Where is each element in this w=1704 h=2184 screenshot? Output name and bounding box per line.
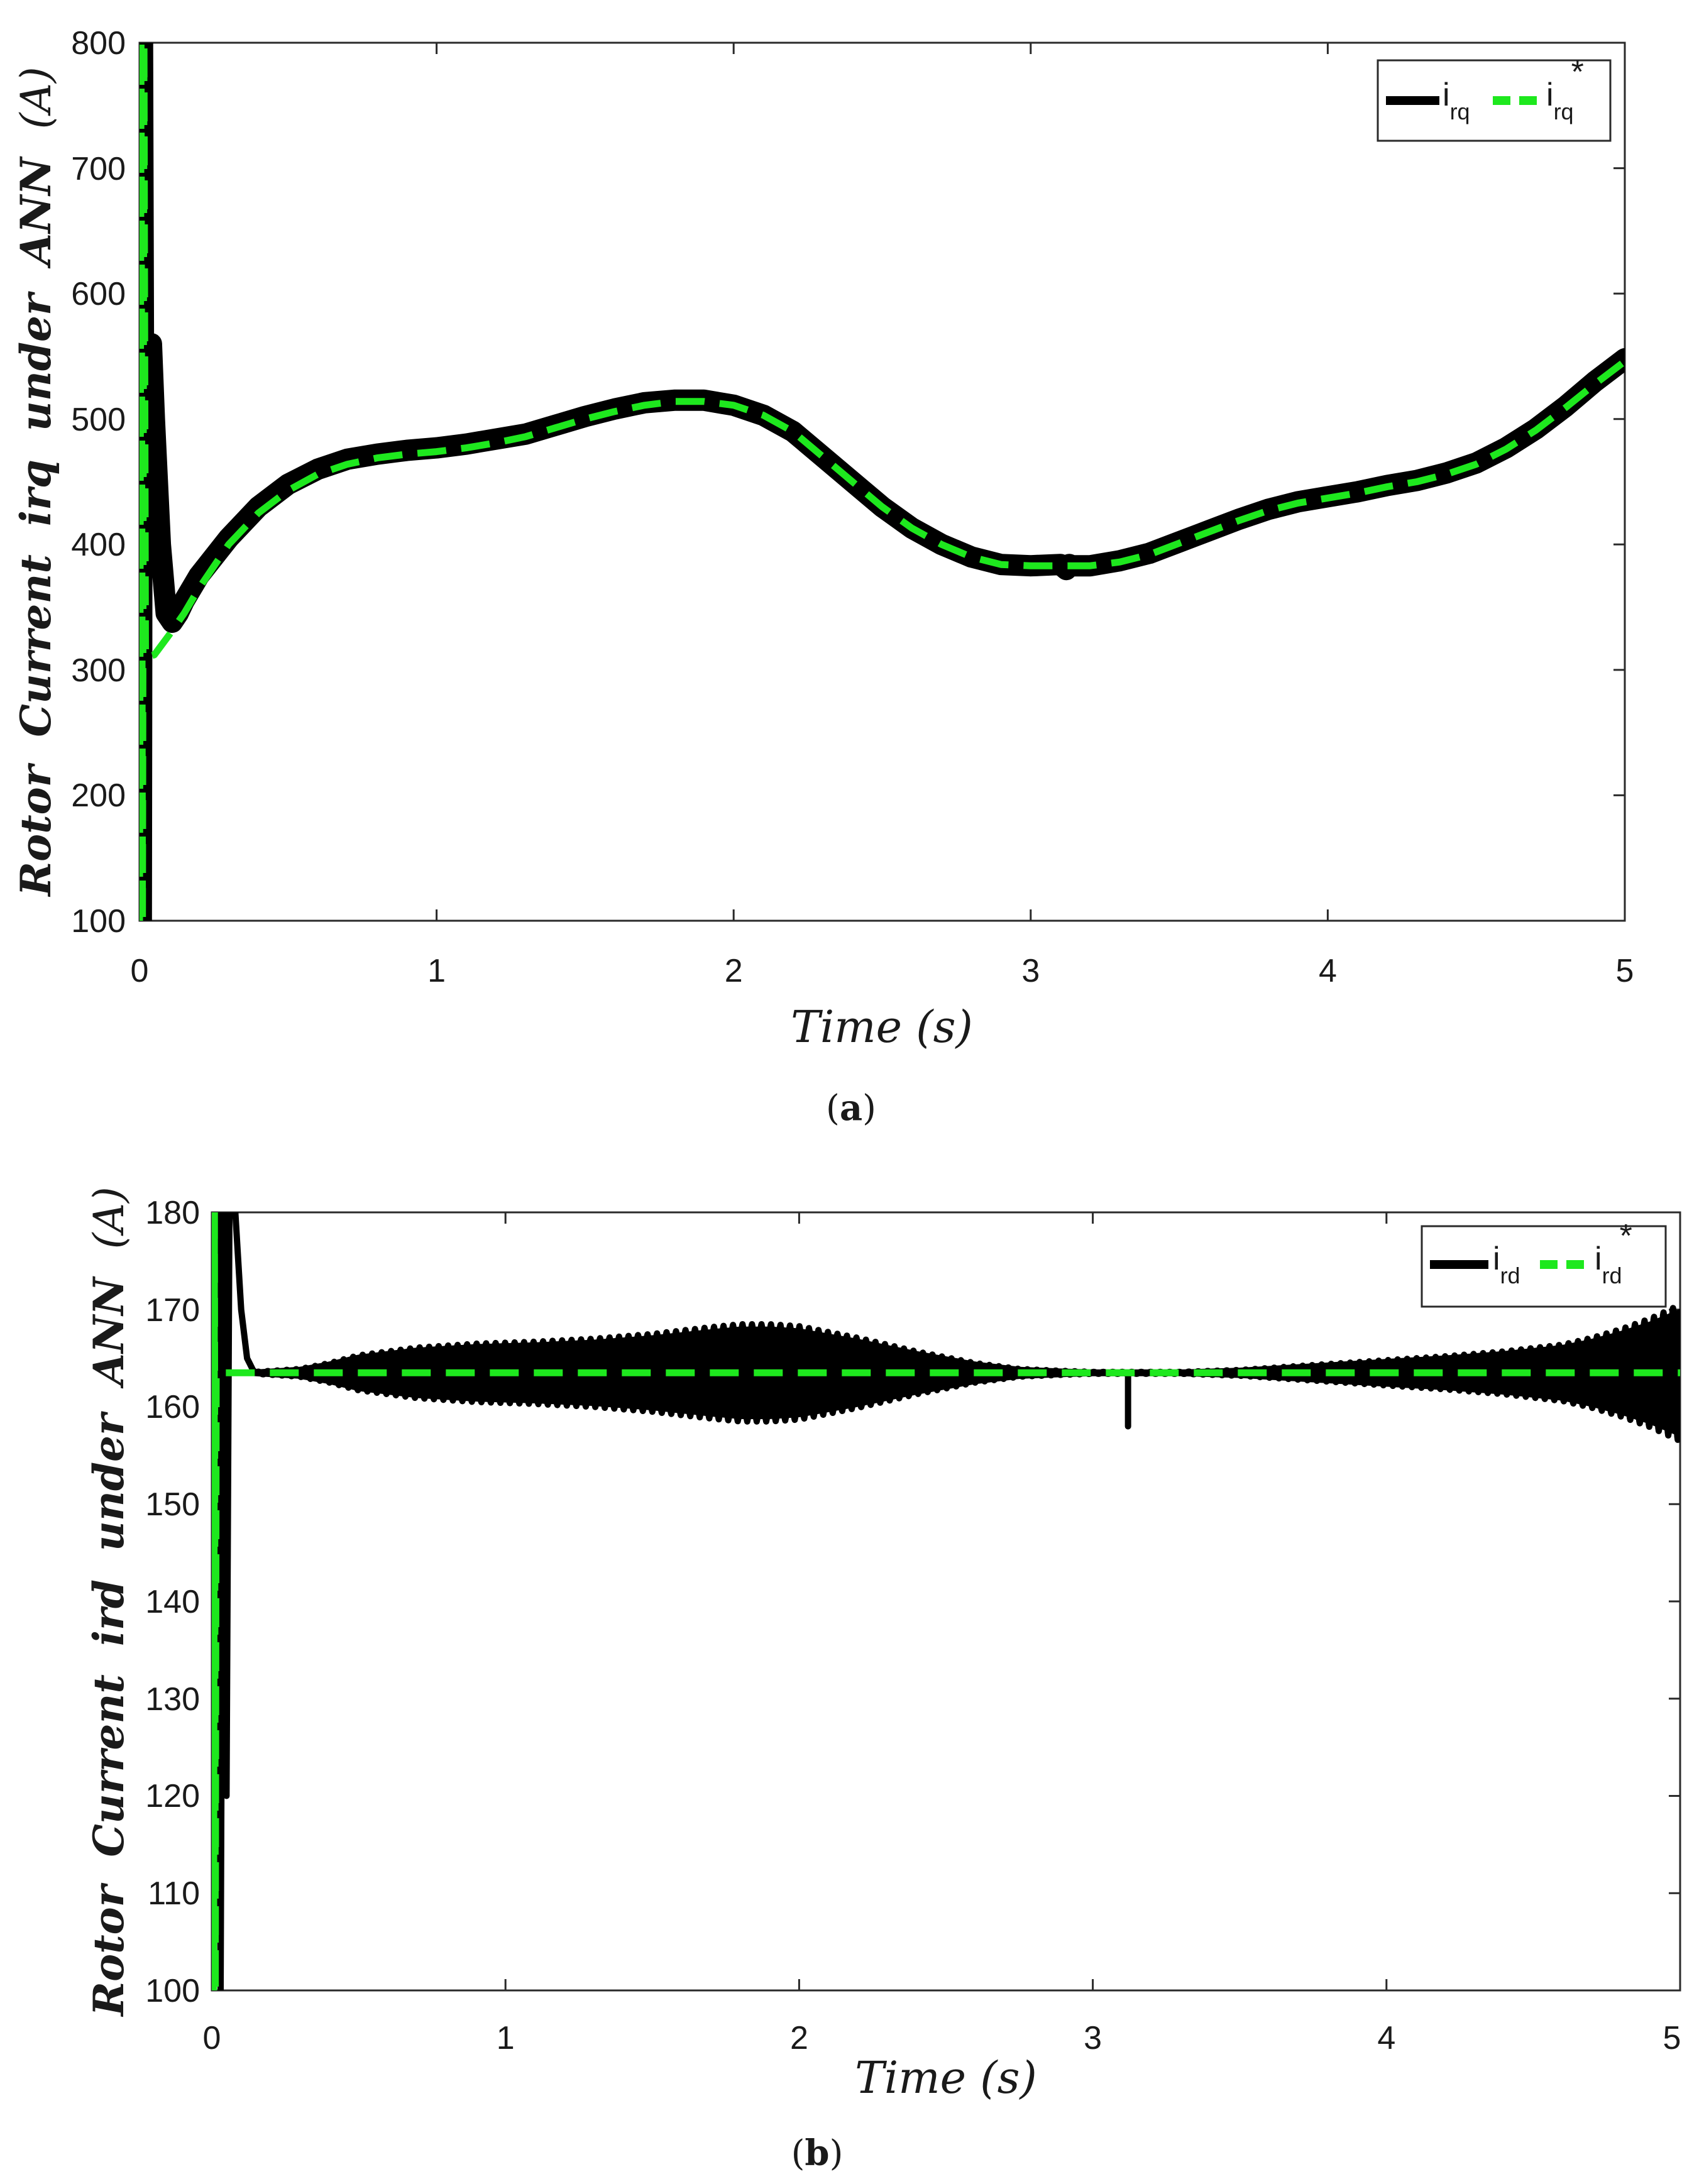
y-axis-word: (A) bbox=[12, 67, 60, 129]
y-tick-label: 500 bbox=[71, 402, 126, 438]
legend-sub: rq bbox=[1450, 99, 1470, 124]
x-tick-label: 3 bbox=[1021, 953, 1040, 989]
y-tick-label: 600 bbox=[71, 276, 126, 312]
y-tick-label: 300 bbox=[71, 652, 126, 689]
x-tick-label: 3 bbox=[1084, 2020, 1102, 2056]
legend-main: i bbox=[1595, 1241, 1602, 1277]
panel-b: 100 110 120 130 140 150 160 170 180 0 1 … bbox=[84, 1187, 1681, 2174]
series-line-irq-ref bbox=[140, 43, 1625, 921]
x-tick-label: 0 bbox=[203, 2020, 221, 2056]
y-tick-labels-a: 100 200 300 400 500 600 700 800 bbox=[71, 25, 126, 940]
x-axis-title-a: Time (s) bbox=[791, 1001, 973, 1053]
x-tick-label: 4 bbox=[1319, 953, 1337, 989]
series-line-ird-ref bbox=[212, 1212, 1680, 1990]
panel-letter: b bbox=[805, 2132, 829, 2174]
y-axis-word: irq bbox=[11, 459, 60, 526]
y-tick-label: 140 bbox=[145, 1584, 200, 1620]
y-tick-label: 180 bbox=[145, 1195, 200, 1231]
x-tick-labels-a: 0 1 2 3 4 5 bbox=[131, 953, 1634, 989]
y-tick-label: 160 bbox=[145, 1389, 200, 1425]
plot-area-b bbox=[211, 1211, 1681, 1992]
x-tick-label: 5 bbox=[1616, 953, 1634, 989]
x-tick-label: 4 bbox=[1377, 2020, 1395, 2056]
y-tick-label: 200 bbox=[71, 777, 126, 814]
y-axis-word: (A) bbox=[85, 1187, 133, 1249]
legend-main: i bbox=[1546, 77, 1554, 113]
y-tick-label: 120 bbox=[145, 1778, 200, 1814]
y-tick-labels-b: 100 110 120 130 140 150 160 170 180 bbox=[145, 1195, 200, 2009]
x-tick-label: 2 bbox=[725, 953, 743, 989]
y-tick-label: 110 bbox=[148, 1875, 200, 1912]
y-tick-label: 100 bbox=[145, 1973, 200, 2009]
legend-label-irq: irq bbox=[1443, 77, 1470, 124]
x-tick-label: 1 bbox=[497, 2020, 515, 2056]
y-axis-title-b: Rotor Current ird under ANN (A) bbox=[84, 1187, 133, 2017]
x-tick-labels-b: 0 1 2 3 4 5 bbox=[203, 2020, 1681, 2056]
tick-marks-a bbox=[138, 41, 1626, 922]
y-axis-word: ird bbox=[84, 1579, 133, 1646]
y-tick-label: 400 bbox=[71, 527, 126, 563]
y-axis-word: Rotor bbox=[84, 1882, 133, 2017]
x-tick-label: 0 bbox=[131, 953, 149, 989]
x-tick-label: 1 bbox=[427, 953, 446, 989]
y-axis-word: Current bbox=[11, 554, 60, 737]
y-tick-label: 700 bbox=[71, 151, 126, 187]
panel-letter: a bbox=[840, 1087, 862, 1129]
y-axis-word: under bbox=[11, 291, 60, 431]
legend-sub: rd bbox=[1602, 1263, 1622, 1288]
y-tick-label: 800 bbox=[71, 25, 126, 62]
panel-label-b: (b) bbox=[791, 2132, 844, 2174]
legend-sup: * bbox=[1571, 54, 1584, 91]
legend-label-irq-ref: irq * bbox=[1546, 54, 1584, 124]
series-group-b bbox=[212, 1212, 1680, 1990]
legend-a: irq irq* bbox=[1377, 54, 1612, 142]
y-tick-label: 130 bbox=[145, 1681, 200, 1718]
y-tick-label: 170 bbox=[145, 1292, 200, 1329]
legend-sub: rq bbox=[1554, 99, 1574, 124]
legend-b: ird ird* bbox=[1421, 1218, 1667, 1308]
series-band-ird bbox=[253, 1309, 1680, 1437]
x-tick-label: 2 bbox=[790, 2020, 808, 2056]
y-axis-word: ANN bbox=[11, 156, 60, 270]
x-axis-title-b: Time (s) bbox=[855, 2052, 1037, 2104]
x-tick-label: 5 bbox=[1663, 2020, 1681, 2056]
y-axis-word: Rotor bbox=[11, 762, 60, 897]
legend-main: i bbox=[1443, 77, 1450, 113]
legend-main: i bbox=[1493, 1241, 1500, 1277]
y-axis-title-a: Rotor Current irq under ANN (A) bbox=[11, 67, 60, 897]
legend-label-ird: ird bbox=[1493, 1241, 1520, 1288]
panel-a: 100 200 300 400 500 600 700 800 0 1 2 3 … bbox=[11, 25, 1634, 1129]
legend-sup: * bbox=[1620, 1218, 1632, 1254]
y-axis-word: Current bbox=[84, 1674, 133, 1857]
legend-sub: rd bbox=[1500, 1263, 1520, 1288]
series-group-a bbox=[140, 43, 1625, 921]
y-tick-label: 100 bbox=[71, 903, 126, 940]
panel-label-a: (a) bbox=[826, 1087, 876, 1129]
y-axis-word: ANN bbox=[84, 1276, 133, 1390]
y-axis-word: under bbox=[84, 1411, 133, 1551]
legend-label-ird-ref: ird * bbox=[1595, 1218, 1632, 1288]
y-tick-label: 150 bbox=[145, 1486, 200, 1523]
